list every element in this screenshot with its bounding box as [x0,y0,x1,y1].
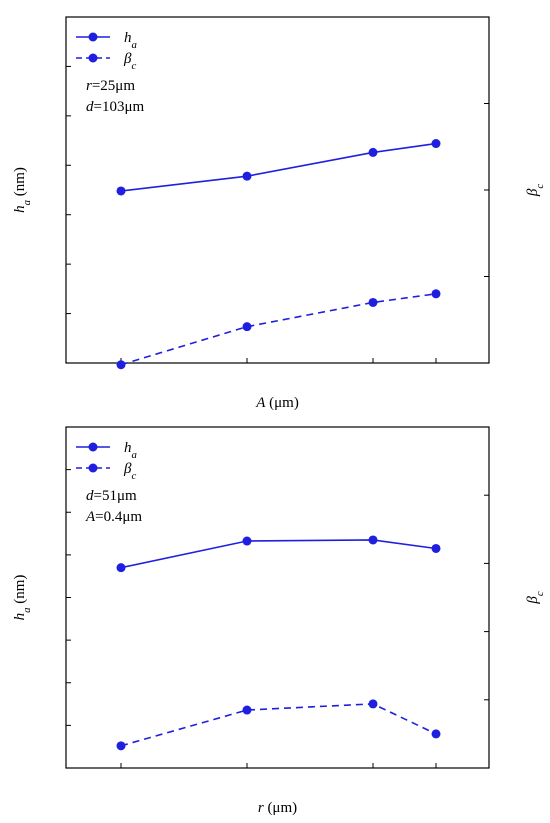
y2-axis-title: βc [525,184,546,197]
legend-marker [88,442,98,452]
legend-marker [88,463,98,473]
series-line [120,142,437,192]
data-point [242,322,252,332]
legend-label: βc [123,461,136,482]
data-point [116,741,126,751]
data-point [431,139,441,149]
series-line [120,539,437,569]
x-axis-title: A (μm) [255,395,299,411]
data-point [116,360,126,370]
data-point [431,543,441,553]
data-point [242,536,252,546]
data-point [242,171,252,181]
series-beta-c [116,289,441,370]
data-point [431,729,441,739]
legend-marker [88,32,98,42]
series-line [120,703,437,747]
y-axis-title: ha (nm) [12,575,33,621]
data-point [116,563,126,573]
data-point [368,535,378,545]
data-point [242,705,252,715]
series-beta-c [116,699,441,751]
plot-frame [65,426,490,769]
annotation: A=0.4μm [85,509,142,525]
series-h-a [116,535,441,573]
annotation: d=103μm [86,99,145,115]
annotation: r=25μm [86,78,135,94]
legend-marker [88,53,98,63]
x-axis-title: r (μm) [258,800,297,816]
data-point [431,289,441,299]
series-line [120,293,437,366]
data-point [368,147,378,157]
data-point [368,297,378,307]
legend-label: ha [124,30,137,51]
legend-label: ha [124,440,137,461]
annotation: d=51μm [86,488,137,504]
series-h-a [116,139,441,196]
y2-axis-title: βc [525,591,546,604]
data-point [368,699,378,709]
y-axis-title: ha (nm) [12,167,33,213]
data-point [116,186,126,196]
legend-label: βc [123,51,136,72]
